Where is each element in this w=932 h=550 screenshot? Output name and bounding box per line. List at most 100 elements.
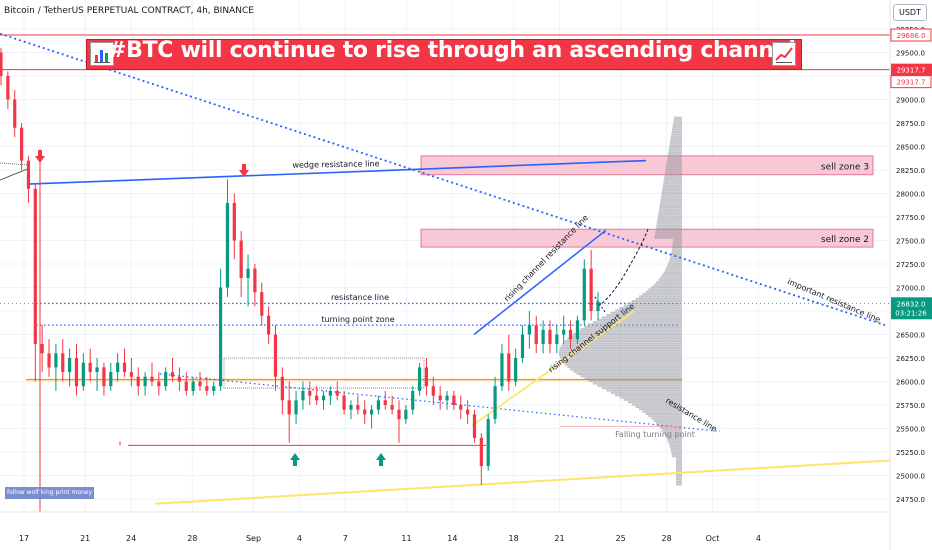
volume-profile-bar (564, 363, 682, 366)
time-tick-label: 4 (756, 534, 761, 543)
candle (212, 386, 216, 391)
volume-profile-bar (662, 187, 682, 190)
candle (122, 362, 127, 373)
volume-profile-bar (676, 459, 682, 462)
candle (596, 301, 600, 311)
volume-profile-bar (615, 309, 682, 312)
price-badge (891, 63, 932, 76)
price-badge (890, 28, 932, 42)
currency-button[interactable]: USDT (893, 4, 927, 21)
volume-profile-bar (631, 403, 682, 406)
candle (575, 320, 580, 340)
volume-profile-bar (654, 234, 682, 237)
volume-profile-bar (670, 140, 682, 143)
volume-profile-bar (676, 464, 682, 467)
volume-profile-bar (573, 332, 682, 336)
candle (568, 329, 573, 340)
sell-zone (420, 228, 874, 248)
candle (417, 367, 422, 391)
countdown-label: 03:21:26 (895, 309, 927, 317)
volume-profile-bar (656, 422, 682, 425)
time-tick-label: 21 (554, 534, 564, 543)
price-tick-label: 27500.0 (896, 238, 925, 246)
candle (335, 390, 339, 396)
volume-profile-bar (667, 156, 682, 159)
volume-profile-bar (669, 443, 682, 446)
candle (390, 405, 394, 410)
candle (287, 400, 291, 415)
candle (95, 367, 99, 373)
candle (520, 334, 525, 358)
volume-profile-bar (668, 262, 682, 265)
volume-profile-bar (655, 227, 682, 230)
volume-profile-bar (661, 191, 682, 195)
time-tick-label: 11 (401, 534, 411, 543)
price-tick-label: 25750.0 (896, 402, 925, 410)
candle (143, 376, 147, 387)
candle (397, 409, 401, 420)
volume-profile-bar (669, 144, 682, 148)
volume-profile-bar (597, 318, 682, 321)
volume-profile-bar (658, 278, 682, 282)
volume-profile-bar (668, 151, 682, 155)
candle (198, 381, 202, 387)
volume-profile-bar (673, 119, 682, 122)
volume-profile-bar (648, 415, 682, 418)
candle (253, 268, 257, 293)
volume-profile-bar (663, 271, 682, 274)
candle (157, 381, 161, 387)
volume-profile-bar (561, 358, 682, 361)
candle (225, 202, 230, 288)
volume-profile-bar (667, 159, 682, 162)
price-tick-label: 26500.0 (896, 332, 925, 340)
volume-profile-bar (670, 137, 682, 141)
candle (267, 315, 271, 335)
volume-profile-bar (661, 274, 682, 277)
price-badge-label: 29317.7 (897, 79, 926, 87)
price-tick-label: 29000.0 (896, 97, 925, 105)
price-tick-label: 27750.0 (896, 214, 925, 222)
candle (582, 268, 586, 321)
volume-profile-bar (619, 396, 682, 399)
volume-profile-bar (559, 356, 682, 359)
volume-profile-bar (562, 342, 682, 345)
price-tick-label: 26250.0 (896, 355, 925, 363)
volume-profile-bar (580, 375, 682, 378)
price-badge-label: 29317.7 (897, 67, 926, 75)
candle (301, 390, 305, 401)
candle (218, 287, 223, 387)
candle (184, 381, 188, 391)
volume-profile-bar (672, 126, 682, 129)
volume-profile-bar (627, 302, 682, 305)
candle (177, 376, 182, 382)
candle (541, 329, 545, 344)
candle (424, 367, 429, 387)
volume-profile-bar (664, 173, 682, 176)
volume-profile-bar (671, 455, 682, 458)
volume-profile-bar (676, 483, 682, 486)
candle (500, 353, 504, 387)
important-resistance-line (0, 32, 886, 326)
candle (349, 405, 353, 410)
candle (0, 52, 3, 76)
sell-arrow-icon (35, 150, 45, 163)
candle (61, 353, 65, 373)
short-line (0, 167, 31, 181)
volume-profile-bar (672, 123, 682, 126)
volume-profile-bar (559, 351, 682, 354)
time-tick-label: 14 (447, 534, 457, 543)
price-tick-label: 25250.0 (896, 449, 925, 457)
volume-profile-bar (669, 147, 682, 150)
volume-profile-bar (576, 330, 682, 333)
candle (328, 390, 332, 396)
long-support-line (154, 459, 891, 505)
sell-zone-label: sell zone 3 (821, 162, 869, 172)
volume-profile-bar (676, 462, 682, 465)
sell-zone-label: sell zone 2 (821, 235, 869, 245)
volume-profile-bar (588, 323, 682, 326)
candle (527, 325, 531, 335)
volume-profile-bar (657, 220, 682, 223)
candle (534, 325, 538, 344)
volume-profile-bar (653, 419, 682, 423)
